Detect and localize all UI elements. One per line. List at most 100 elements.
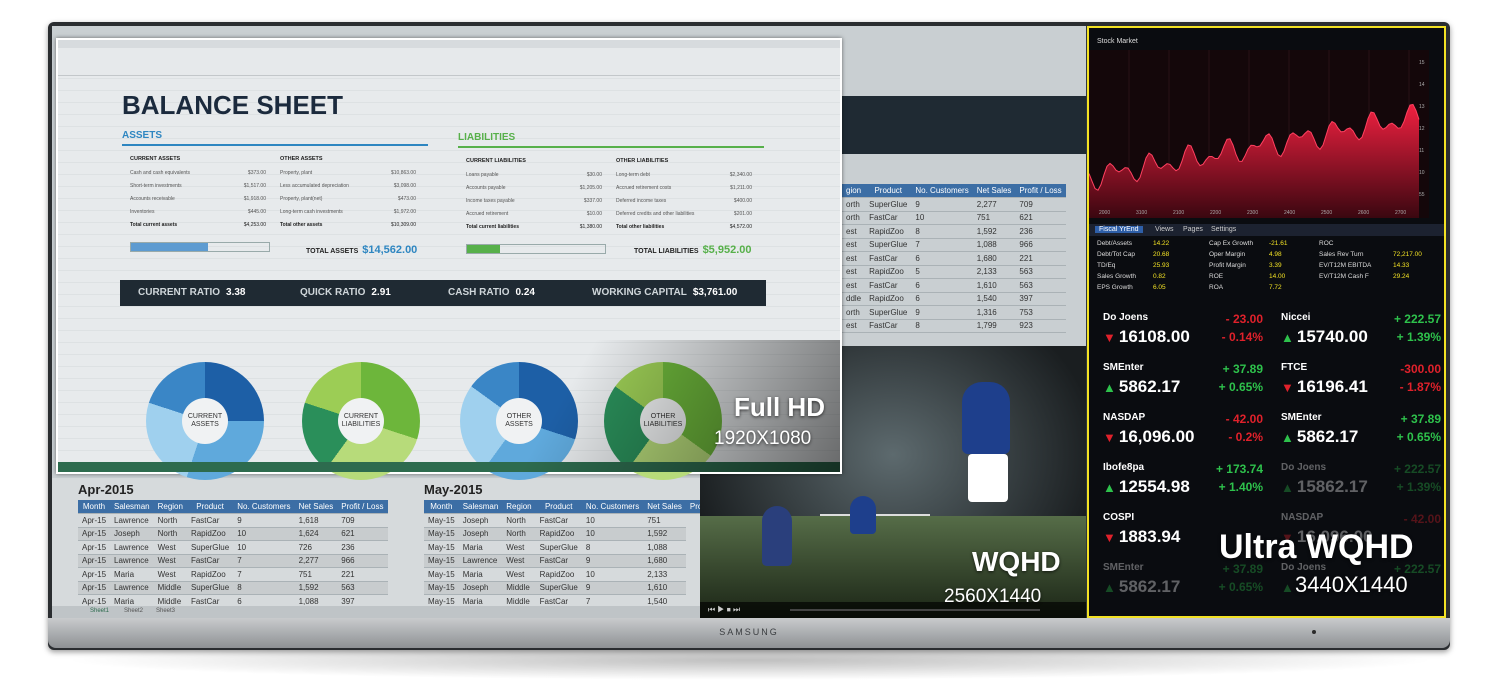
table-cell: 1,618 xyxy=(294,513,338,528)
ticker-percent: + 1.40% xyxy=(1218,480,1263,494)
sheet-tab-1[interactable]: Sheet1 xyxy=(90,608,110,614)
table-cell: 6 xyxy=(911,292,973,306)
tab-fiscal[interactable]: Fiscal YrEnd xyxy=(1095,226,1143,233)
arrow-up-icon: ▲ xyxy=(1103,580,1116,595)
ticker-tile[interactable]: Ibofe8pa + 173.74 ▲ 12554.98 + 1.40% xyxy=(1103,462,1263,510)
table-cell: 563 xyxy=(337,581,388,595)
ticker-tile[interactable]: SMEnter + 37.89 ▲ 5862.17 + 0.65% xyxy=(1103,562,1263,610)
table-cell: 621 xyxy=(1015,211,1066,225)
ticker-name: Ibofe8pa xyxy=(1103,462,1145,473)
player-9 xyxy=(962,382,1010,454)
table-cell: RapidZoo xyxy=(535,527,582,541)
ratio-cell: Sales Growth xyxy=(1097,273,1137,280)
col-header: Profit / Loss xyxy=(1015,184,1066,198)
ticker-value: ▼ 16196.41 xyxy=(1281,377,1368,396)
table-cell: West xyxy=(502,540,536,555)
table-cell: orth xyxy=(842,305,866,320)
table-cell: Apr-15 xyxy=(78,581,111,595)
table-cell: 10 xyxy=(581,567,644,582)
sheet-tab-2[interactable]: Sheet2 xyxy=(124,608,144,614)
price-area xyxy=(1089,104,1419,218)
ratio-bar: CURRENT RATIO 3.38 QUICK RATIO 2.91 CASH R… xyxy=(120,280,766,306)
ratio-cell: 14.00 xyxy=(1269,273,1286,280)
x-tick-label: 2000 xyxy=(1099,210,1110,216)
ticker-tile[interactable]: SMEnter + 37.89 ▲ 5862.17 + 0.65% xyxy=(1281,412,1441,460)
sheet-tab-3[interactable]: Sheet3 xyxy=(156,608,176,614)
ticker-tile[interactable]: NASDAP - 42.00 ▼ 16,096.00 xyxy=(1281,512,1441,560)
ratio-cell: TD/Eq xyxy=(1097,262,1116,269)
ratio-cell: Debt/Tot Cap xyxy=(1097,251,1135,258)
ratio-row: Debt/Assets 14.22 Cap Ex Growth -21.61 ROC xyxy=(1097,240,1437,251)
arrow-down-icon: ▼ xyxy=(1103,430,1116,445)
x-tick-label: 2500 xyxy=(1321,210,1332,216)
ticker-tile[interactable]: FTCE -300.00 ▼ 16196.41 - 1.87% xyxy=(1281,362,1441,410)
balance-line: Deferred income taxes $400.00 xyxy=(616,198,752,204)
tab-settings[interactable]: Settings xyxy=(1211,226,1237,233)
table-cell: May-15 xyxy=(424,581,459,595)
table-cell: 221 xyxy=(337,567,388,582)
video-player[interactable]: ⏮ ▶ ⏹ ⏭ WQHD 2560X1440 xyxy=(700,346,1086,618)
ticker-tile[interactable]: Do Joens - 23.00 ▼ 16108.00 - 0.14% xyxy=(1103,312,1263,360)
ticker-change: + 37.89 xyxy=(1222,562,1263,576)
table-cell: North xyxy=(502,513,536,528)
table-cell: 2,133 xyxy=(643,567,686,582)
y-ticks: 15 14 13 12 11 10 55 xyxy=(1419,60,1425,198)
ticker-name: Do Joens xyxy=(1281,462,1327,473)
seek-bar[interactable] xyxy=(790,609,1040,611)
price-line xyxy=(1089,103,1420,191)
table-cell: Maria xyxy=(110,567,154,582)
table-cell: May-15 xyxy=(424,513,459,528)
apr-title: Apr-2015 xyxy=(78,482,134,497)
table-cell: 9 xyxy=(581,554,644,568)
ticker-change: - 42.00 xyxy=(1225,412,1263,426)
ticker-tile[interactable]: COSPI ▼ 1883.94 xyxy=(1103,512,1263,560)
col-header: gion xyxy=(842,184,866,198)
table-row: May-15 Maria West RapidZoo 10 2,133 xyxy=(424,567,736,582)
table-row: May-15 Lawrence West FastCar 9 1,680 xyxy=(424,554,736,568)
ticker-value: ▲ 5862.17 xyxy=(1281,427,1359,446)
fullhd-window: BALANCE SHEET ASSETS LIABILITIES CURRENT… xyxy=(56,38,842,480)
ticker-tile[interactable]: Do Joens + 222.57 ▲ xyxy=(1281,562,1441,610)
balance-line: Accounts receivable $1,918.00 xyxy=(130,196,266,202)
table-cell: est xyxy=(842,278,866,293)
ticker-tile[interactable]: NASDAP - 42.00 ▼ 16,096.00 - 0.2% xyxy=(1103,412,1263,460)
table-row: est FastCar 8 1,799 923 xyxy=(842,319,1066,333)
may-title: May-2015 xyxy=(424,482,483,497)
table-cell: 8 xyxy=(581,540,644,555)
table-row: est RapidZoo 8 1,592 236 xyxy=(842,224,1066,239)
ticker-tile[interactable]: SMEnter + 37.89 ▲ 5862.17 + 0.65% xyxy=(1103,362,1263,410)
table-cell: 726 xyxy=(294,540,338,555)
table-cell: FastCar xyxy=(535,554,582,568)
block-heading: OTHER LIABILITIES xyxy=(616,158,669,164)
table-row: est FastCar 6 1,680 221 xyxy=(842,251,1066,266)
ticker-value: ▲ 15862.17 xyxy=(1281,477,1368,496)
ticker-tile[interactable]: Do Joens + 222.57 ▲ 15862.17 + 1.39% xyxy=(1281,462,1441,510)
ticker-value: ▼ 16108.00 xyxy=(1103,327,1190,346)
ratio-cell: EV/T12M EBITDA xyxy=(1319,262,1372,269)
table-cell: 1,540 xyxy=(972,292,1016,306)
play-controls-icon[interactable]: ⏮ ▶ ⏹ ⏭ xyxy=(708,605,741,614)
ticker-tile[interactable]: Niccei + 222.57 ▲ 15740.00 + 1.39% xyxy=(1281,312,1441,360)
table-cell: 1,088 xyxy=(972,238,1016,252)
table-cell: 563 xyxy=(1015,278,1066,293)
video-controls[interactable]: ⏮ ▶ ⏹ ⏭ xyxy=(700,602,1086,618)
table-cell: SuperGlue xyxy=(865,238,912,252)
ratio-row: EPS Growth 6.05 ROA 7.72 xyxy=(1097,284,1437,295)
ratio-cell: Debt/Assets xyxy=(1097,240,1133,247)
table-cell: Maria xyxy=(458,540,503,555)
arrow-down-icon: ▼ xyxy=(1103,330,1116,345)
table-cell: West xyxy=(153,554,187,568)
ratio-cell: Cap Ex Growth xyxy=(1209,240,1254,247)
ribbon-tabs[interactable] xyxy=(58,40,840,48)
table-cell: Lawrence xyxy=(110,540,154,555)
ticker-name: SMEnter xyxy=(1103,362,1144,373)
table-cell: 7 xyxy=(233,554,295,568)
ticker-percent: + 0.65% xyxy=(1396,430,1441,444)
ratio-cell: ROC xyxy=(1319,240,1334,247)
table-cell: 2,277 xyxy=(972,197,1016,212)
x-tick-label: 2600 xyxy=(1358,210,1369,216)
col-header: Salesman xyxy=(458,500,503,514)
tab-pages[interactable]: Pages xyxy=(1183,226,1203,233)
table-cell: 8 xyxy=(233,581,295,595)
tab-views[interactable]: Views xyxy=(1155,226,1174,233)
